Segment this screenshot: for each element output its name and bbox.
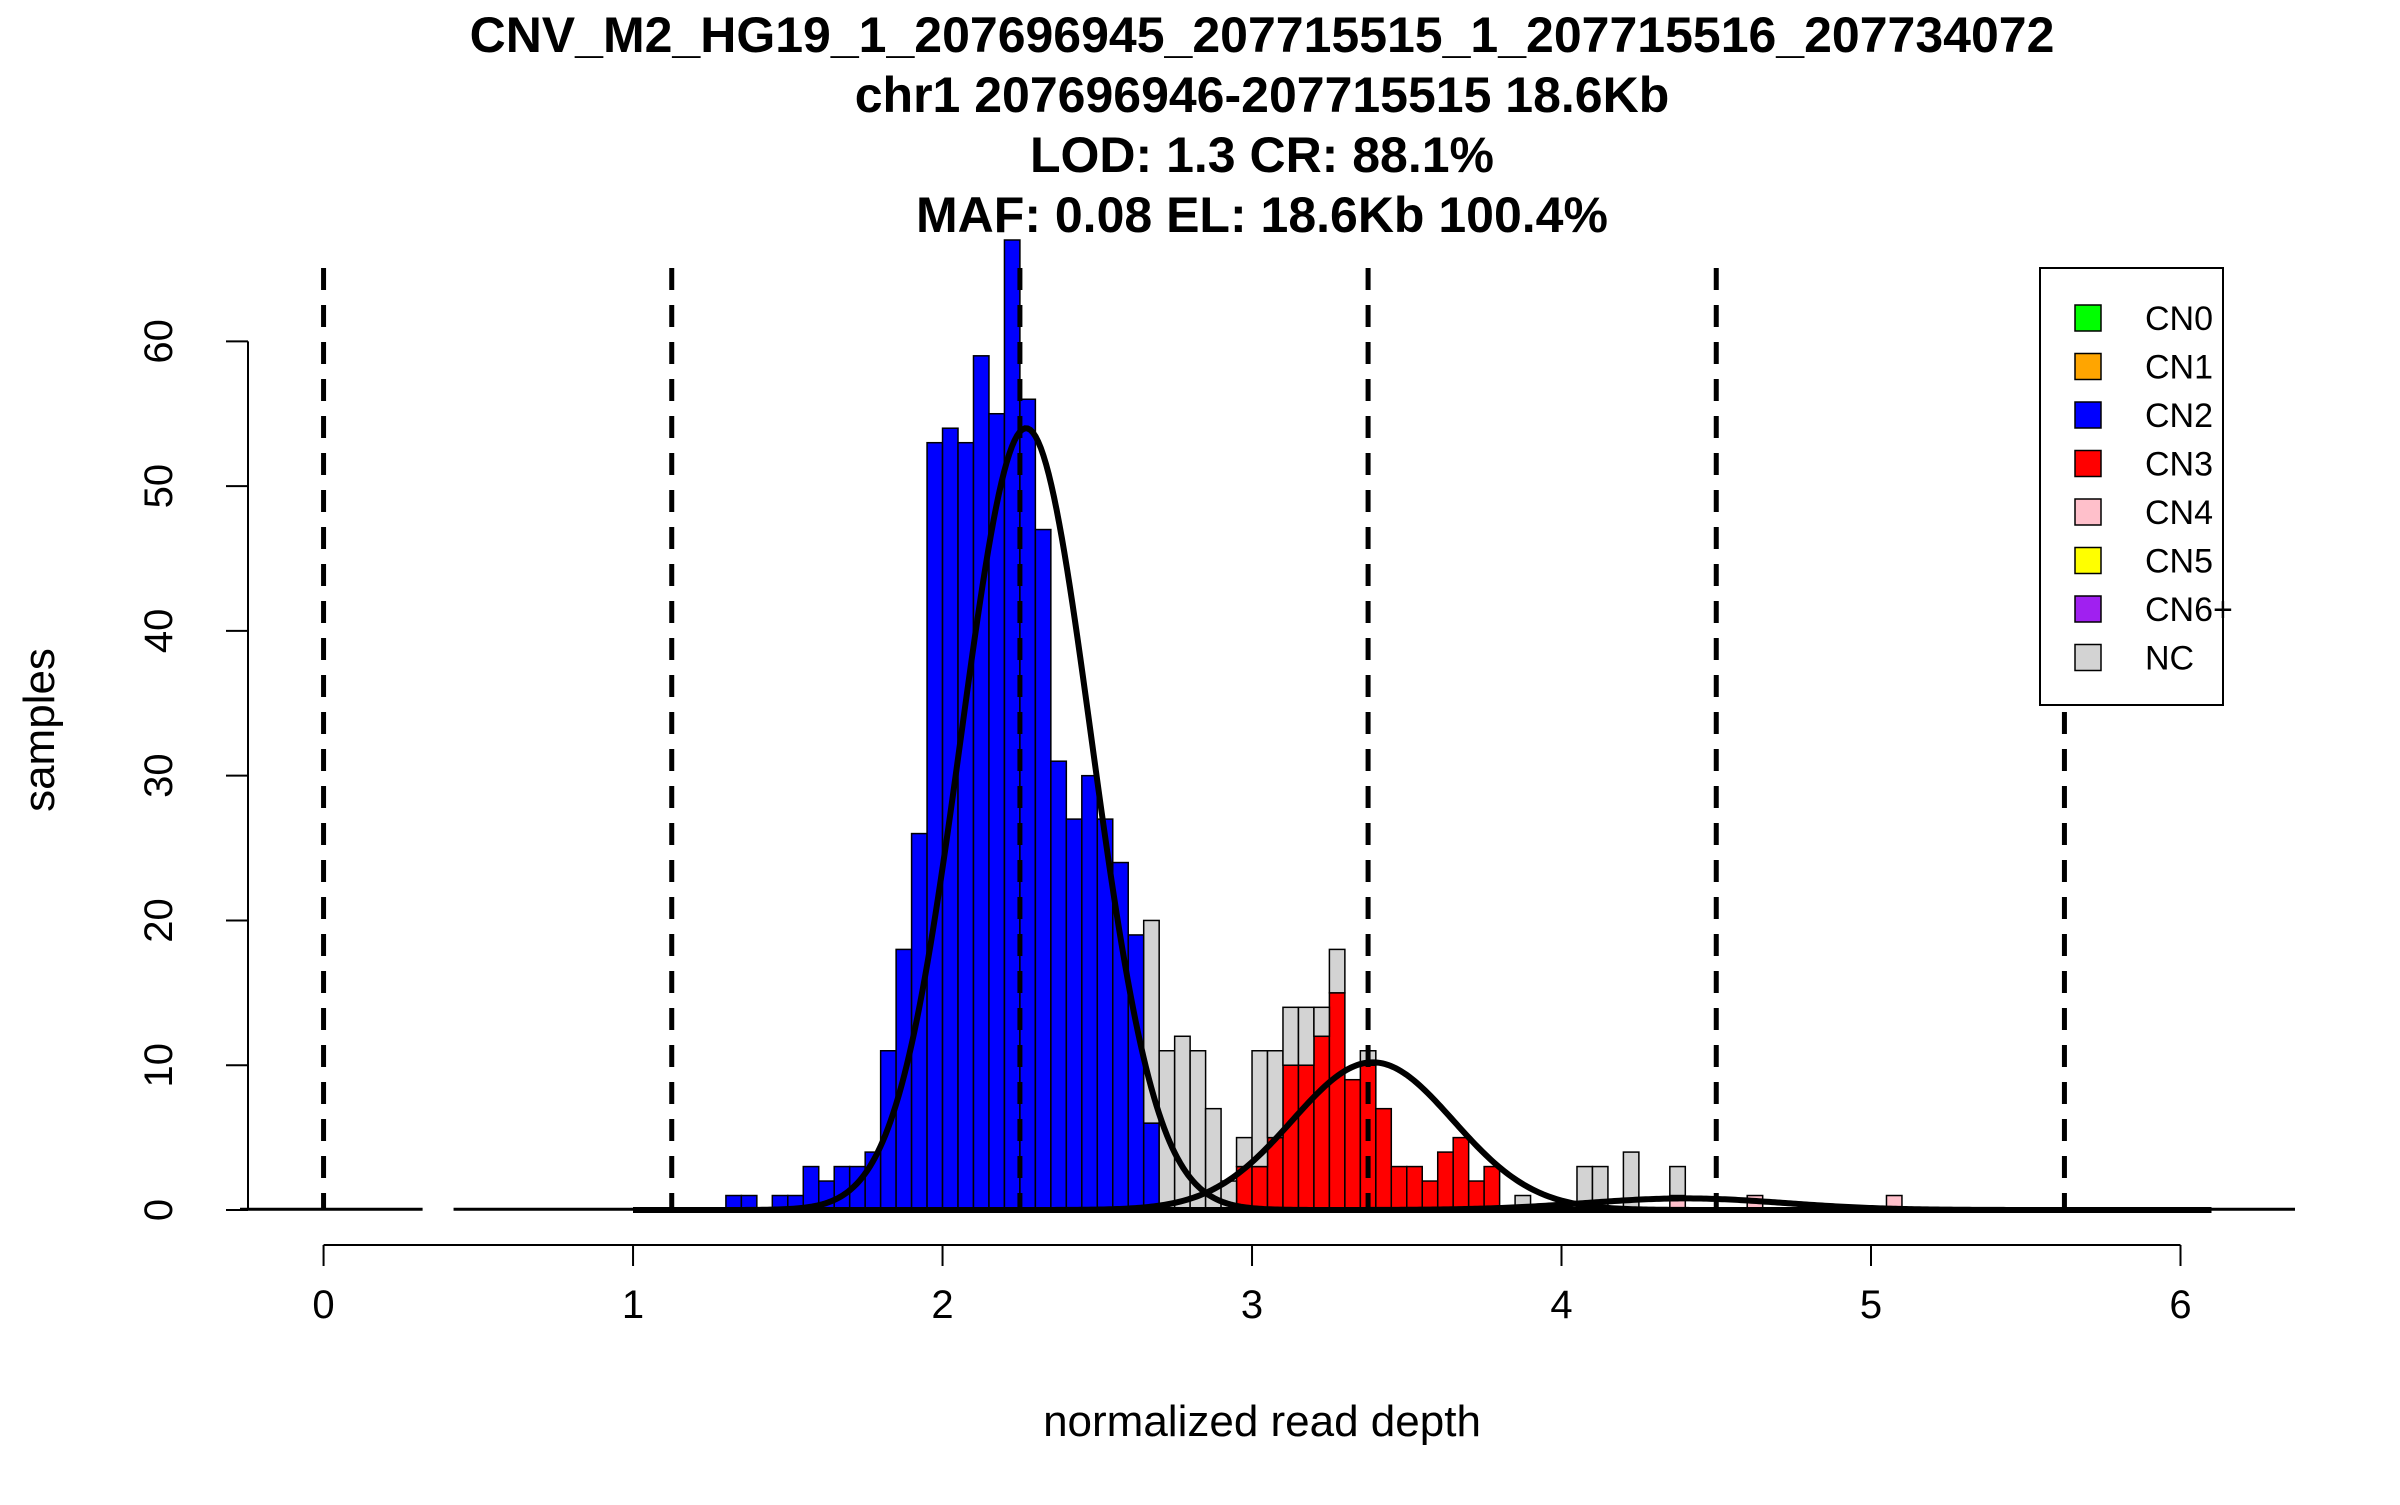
legend-swatch-cn3 bbox=[2074, 449, 2102, 478]
bar-cn2-2.625 bbox=[1127, 934, 1145, 1211]
bar-cn2-2.075 bbox=[957, 441, 975, 1211]
legend-swatch-cn6+ bbox=[2074, 595, 2102, 623]
y-tick-label-30: 30 bbox=[137, 753, 181, 798]
legend-label-cn3: CN3 bbox=[2145, 446, 2213, 484]
threshold-lines bbox=[321, 268, 2067, 1210]
bar-cn3-3.475 bbox=[1390, 1165, 1408, 1211]
y-tick-label-10: 10 bbox=[137, 1043, 181, 1088]
fit-curve-1 bbox=[633, 425, 2212, 1213]
legend-swatch-cn4 bbox=[2074, 498, 2102, 526]
legend-swatch-cn5 bbox=[2074, 546, 2102, 575]
fit-curve-3 bbox=[633, 1195, 2212, 1213]
y-axis-label: samples bbox=[15, 648, 64, 812]
x-tick-label-3: 3 bbox=[1241, 1283, 1263, 1327]
bar-cn3-3.575 bbox=[1421, 1180, 1439, 1211]
bar-cn2-2.675 bbox=[1142, 1122, 1160, 1211]
legend-label-nc: NC bbox=[2145, 640, 2194, 678]
bar-cn2-1.975 bbox=[926, 441, 944, 1211]
bar-nc-3.225 bbox=[1313, 1006, 1331, 1038]
bar-nc-3.175 bbox=[1297, 1006, 1315, 1066]
title-line-1: CNV_M2_HG19_1_207696945_207715515_1_2077… bbox=[470, 7, 2055, 63]
x-tick-label-0: 0 bbox=[312, 1283, 334, 1327]
x-tick-label-1: 1 bbox=[622, 1283, 644, 1327]
bar-cn2-2.475 bbox=[1081, 774, 1099, 1211]
legend-label-cn4: CN4 bbox=[2145, 494, 2213, 532]
bar-cn3-3.325 bbox=[1344, 1078, 1362, 1211]
bar-cn2-2.375 bbox=[1050, 760, 1068, 1211]
legend-label-cn0: CN0 bbox=[2145, 300, 2213, 338]
bar-nc-2.775 bbox=[1173, 1035, 1191, 1211]
bar-cn3-3.675 bbox=[1452, 1136, 1470, 1211]
bar-cn3-3.025 bbox=[1251, 1165, 1269, 1211]
legend-label-cn5: CN5 bbox=[2145, 543, 2213, 581]
bar-cn2-2.425 bbox=[1065, 818, 1083, 1211]
bar-cn3-3.775 bbox=[1483, 1165, 1501, 1211]
bar-cn3-3.625 bbox=[1436, 1151, 1454, 1211]
bar-cn3-3.225 bbox=[1313, 1035, 1331, 1211]
chart-title: CNV_M2_HG19_1_207696945_207715515_1_2077… bbox=[470, 7, 2055, 243]
y-tick-label-50: 50 bbox=[137, 464, 181, 509]
legend-label-cn2: CN2 bbox=[2145, 397, 2213, 435]
title-line-3: LOD: 1.3 CR: 88.1% bbox=[1030, 127, 1494, 183]
bar-cn2-2.325 bbox=[1034, 528, 1052, 1211]
bar-cn3-3.125 bbox=[1282, 1064, 1300, 1211]
bar-nc-4.375 bbox=[1669, 1165, 1687, 1197]
x-tick-label-6: 6 bbox=[2169, 1283, 2191, 1327]
fit-curves bbox=[633, 425, 2212, 1213]
bar-cn2-1.675 bbox=[833, 1165, 851, 1211]
x-tick-label-5: 5 bbox=[1860, 1283, 1882, 1327]
bar-nc-3.075 bbox=[1266, 1050, 1284, 1139]
legend-box bbox=[2039, 267, 2224, 706]
legend-swatch-nc bbox=[2074, 643, 2102, 672]
legend-swatch-cn0 bbox=[2074, 304, 2102, 332]
y-tick-label-40: 40 bbox=[137, 609, 181, 654]
bar-nc-3.125 bbox=[1282, 1006, 1300, 1066]
legend-swatch-cn2 bbox=[2074, 401, 2102, 429]
legend: CN0 CN1 CN2 CN3 CN4 CN5 CN6+ NC bbox=[2039, 267, 2233, 706]
title-line-2: chr1 207696946-207715515 18.6Kb bbox=[855, 67, 1670, 123]
legend-label-cn6+: CN6+ bbox=[2145, 591, 2233, 629]
bar-cn3-3.425 bbox=[1375, 1107, 1393, 1211]
bar-cn2-2.125 bbox=[972, 355, 990, 1211]
x-tick-label-4: 4 bbox=[1550, 1283, 1572, 1327]
title-line-4: MAF: 0.08 EL: 18.6Kb 100.4% bbox=[916, 187, 1608, 243]
y-tick-label-20: 20 bbox=[137, 898, 181, 943]
legend-swatch-cn1 bbox=[2074, 352, 2102, 381]
x-axis-label: normalized read depth bbox=[1043, 1397, 1481, 1446]
bar-nc-3.275 bbox=[1328, 948, 1346, 994]
histogram-bars bbox=[240, 239, 2295, 1211]
legend-label-cn1: CN1 bbox=[2145, 349, 2213, 387]
bar-cn3-3.275 bbox=[1328, 992, 1346, 1211]
x-tick-label-2: 2 bbox=[931, 1283, 953, 1327]
bar-cn3-3.175 bbox=[1297, 1064, 1315, 1211]
y-tick-label-0: 0 bbox=[137, 1199, 181, 1221]
y-tick-label-60: 60 bbox=[137, 319, 181, 364]
bar-cn3-3.525 bbox=[1406, 1165, 1423, 1211]
